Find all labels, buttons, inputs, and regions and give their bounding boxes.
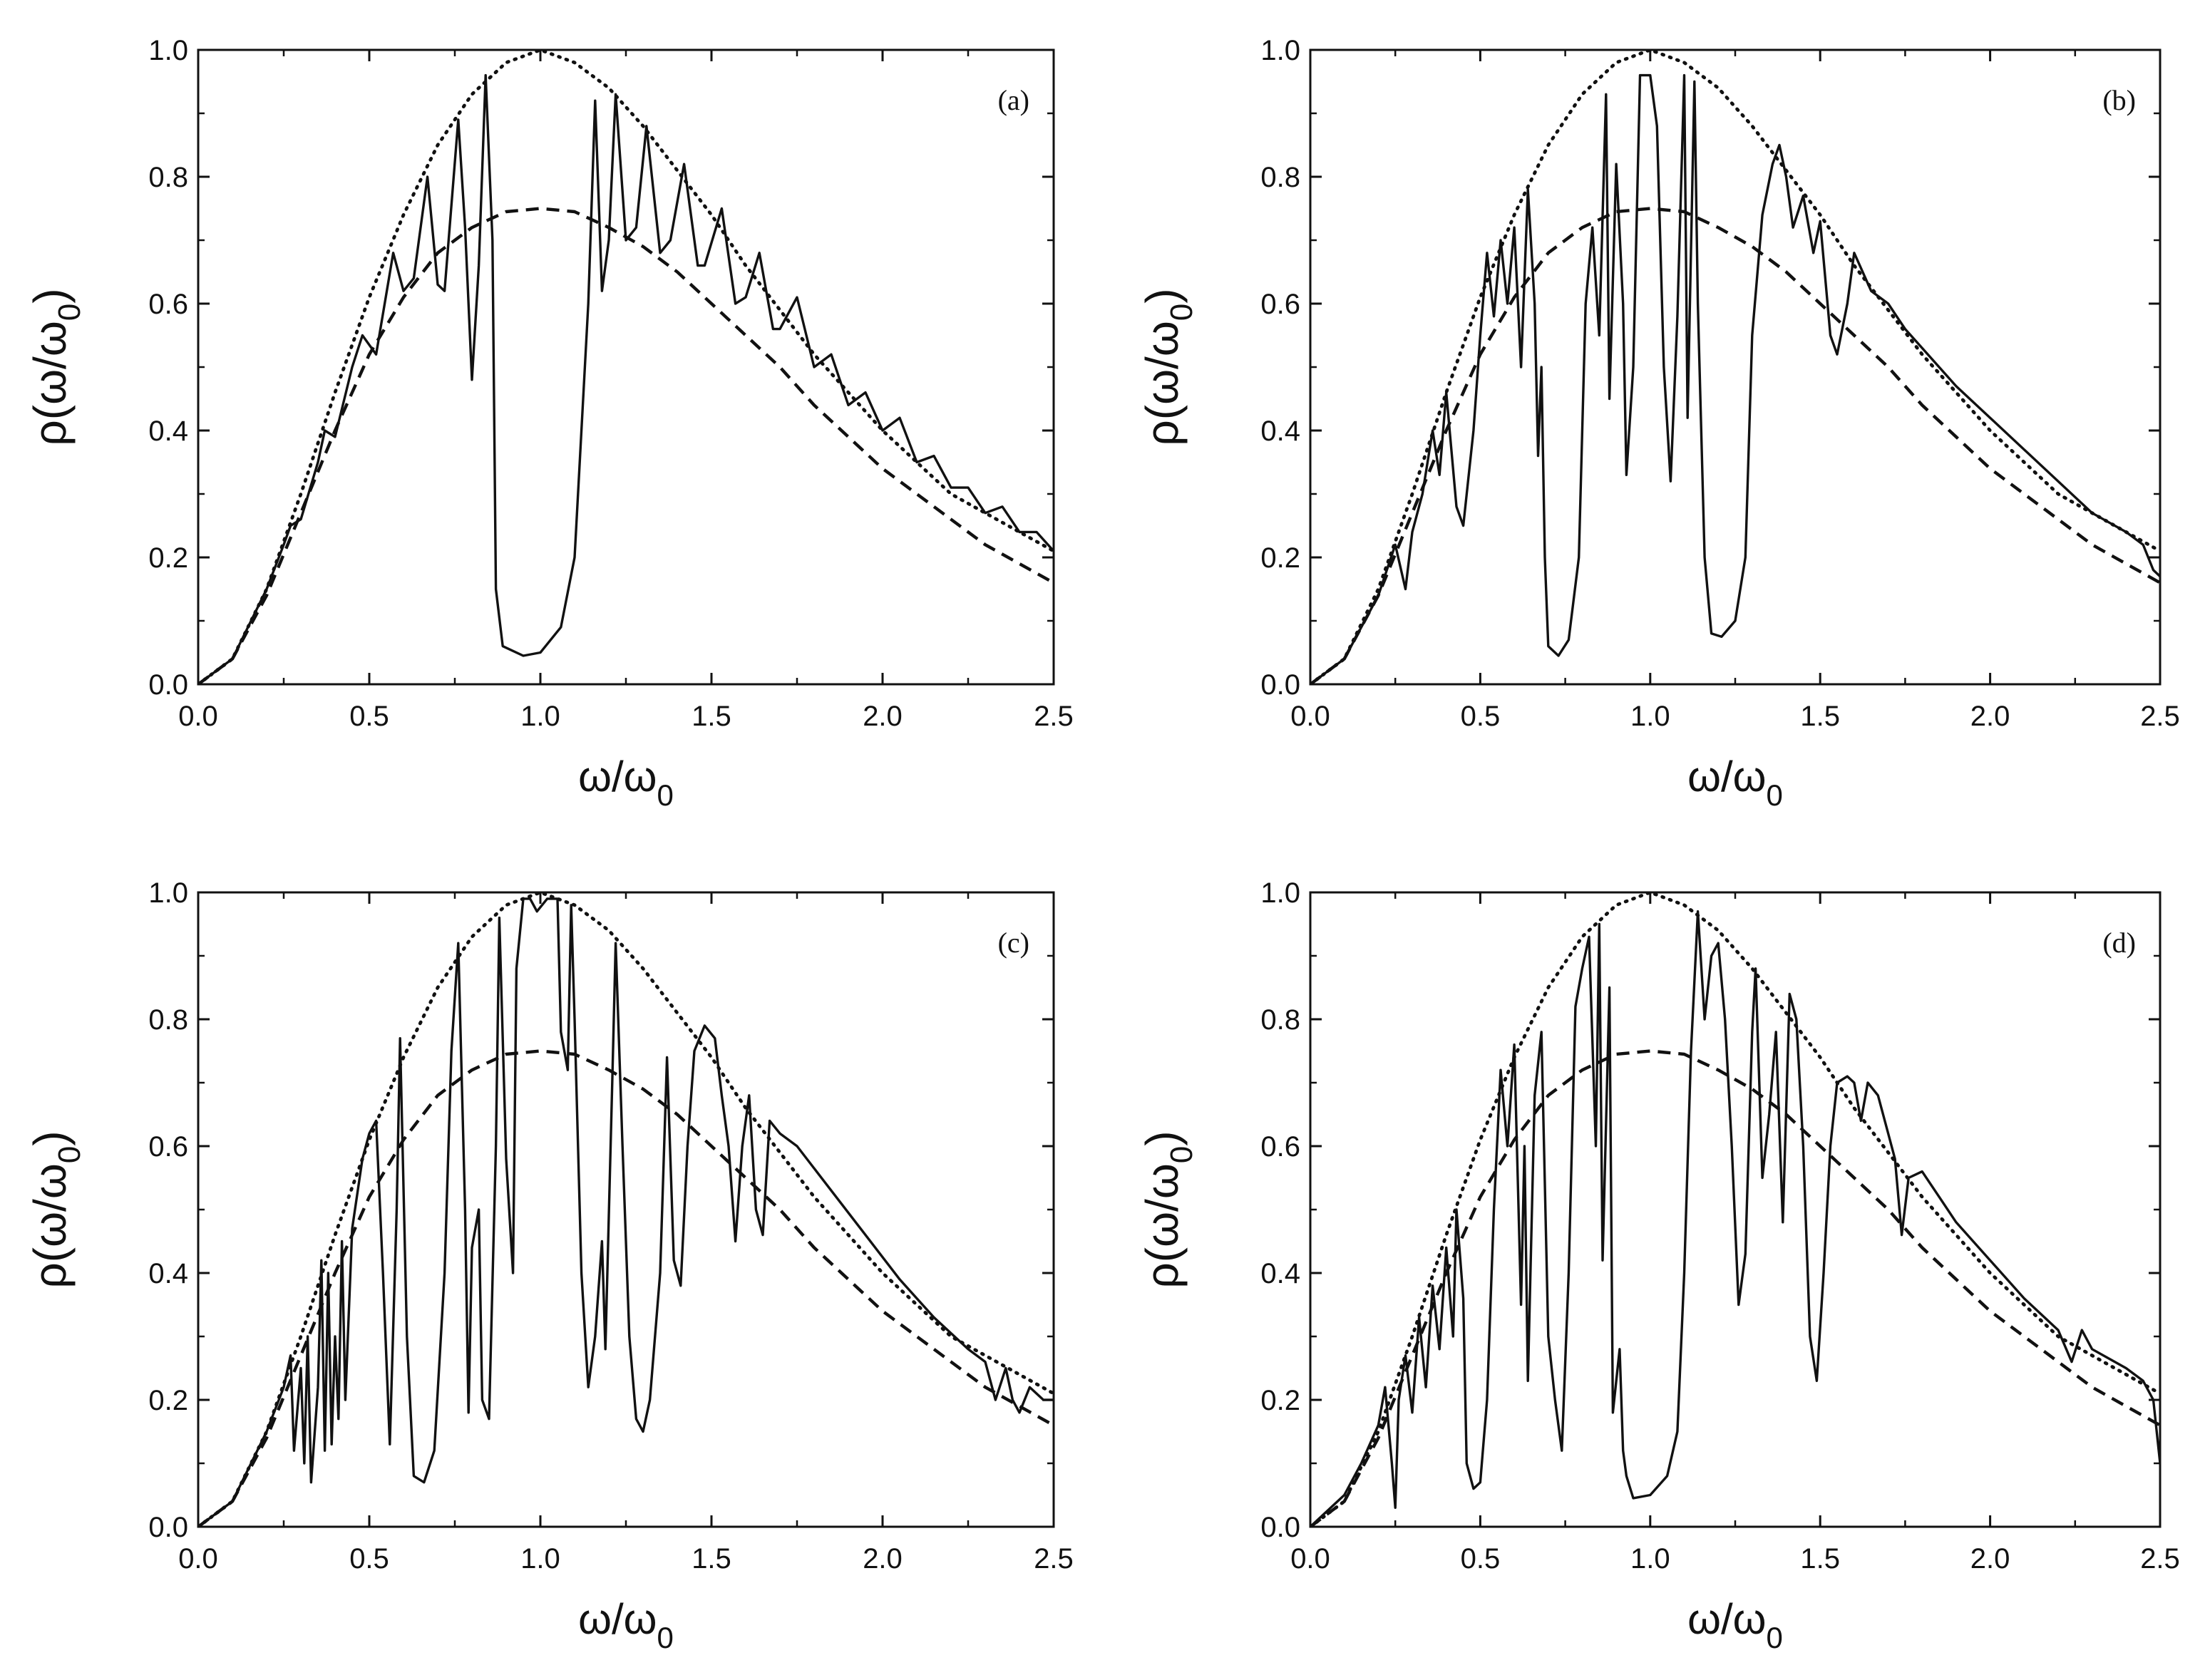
x-axis-label: ω/ω0 [578,1595,674,1654]
chart-panel-a: 0.0 0.5 1.0 1.5 2.0 2.5 0.0 0.2 0.4 0.6 0.8 1.0 (a) ω… [24,35,1074,812]
y-tick-label: 0.6 [1260,1131,1300,1163]
x-tick-label: 1.0 [1630,1543,1670,1575]
series-group [198,50,1054,684]
chart-panel-b: 0.0 0.5 1.0 1.5 2.0 2.5 0.0 0.2 0.4 0.6 0.8 1.0 (b) ω… [1136,35,2180,812]
y-tick-label: 0.4 [148,416,188,447]
y-tick-label: 0.4 [1260,1258,1300,1289]
y-tick-label: 1.0 [1260,877,1300,909]
x-tick-label: 1.0 [520,701,560,732]
series-dotted-line [198,50,1054,684]
x-tick-label: 1.5 [1800,1543,1840,1575]
y-tick-label: 1.0 [148,35,188,66]
y-tick-label: 0.6 [148,289,188,320]
y-tick-label: 0.2 [148,1385,188,1416]
x-tick-label: 0.0 [178,701,218,732]
series-dashed-line [1310,1049,2160,1527]
series-dotted-line [1310,50,2160,684]
panel-tag: (b) [2102,84,2136,116]
x-tick-label: 2.5 [2140,1543,2180,1575]
y-tick-label: 1.0 [1260,35,1300,66]
x-tick-label: 0.0 [1290,701,1330,732]
y-axis-label: ρ(ω/ω0) [1136,288,1199,445]
x-tick-label: 0.5 [349,701,389,732]
x-axis-label: ω/ω0 [578,753,674,812]
x-tick-label: 0.0 [178,1543,218,1575]
x-tick-label: 1.5 [692,1543,731,1575]
y-tick-label: 0.0 [148,1512,188,1543]
x-tick-label: 1.5 [1800,701,1840,732]
panel-tag: (c) [998,927,1029,959]
x-tick-label: 0.5 [1461,1543,1501,1575]
series-group [198,892,1054,1527]
y-tick-label: 0.2 [1260,1385,1300,1416]
y-tick-label: 0.6 [1260,289,1300,320]
x-tick-label: 2.0 [863,1543,903,1575]
x-tick-label: 2.0 [1970,701,2010,732]
x-tick-label: 2.5 [1034,1543,1074,1575]
y-axis-label: ρ(ω/ω0) [24,288,87,445]
x-axis-label: ω/ω0 [1687,753,1783,812]
y-tick-label: 0.2 [148,542,188,574]
x-tick-label: 0.0 [1290,1543,1330,1575]
series-group [1310,892,2160,1527]
y-tick-label: 0.0 [148,669,188,701]
y-tick-label: 0.8 [1260,162,1300,193]
series-solid-line [198,73,1054,684]
series-solid-line [1310,910,2160,1527]
series-dotted-line [198,892,1054,1527]
x-tick-label: 2.5 [1034,701,1074,732]
panel-tag: (d) [2102,927,2136,959]
y-tick-label: 0.8 [148,1004,188,1036]
x-tick-label: 2.0 [1970,1543,2010,1575]
y-axis-label: ρ(ω/ω0) [1136,1130,1199,1288]
y-tick-label: 1.0 [148,877,188,909]
panels: 0.0 0.5 1.0 1.5 2.0 2.5 0.0 0.2 0.4 0.6 0.8 1.0 (a) ω… [24,35,2180,1654]
x-tick-label: 0.5 [349,1543,389,1575]
y-tick-label: 0.8 [148,162,188,193]
series-solid-line [1310,73,2160,684]
chart-panel-d: 0.0 0.5 1.0 1.5 2.0 2.5 0.0 0.2 0.4 0.6 0.8 1.0 (d) ω… [1136,877,2180,1654]
x-tick-label: 1.0 [1630,701,1670,732]
x-tick-label: 2.0 [863,701,903,732]
x-tick-label: 2.5 [2140,701,2180,732]
y-tick-label: 0.4 [148,1258,188,1289]
series-dotted-line [1310,892,2160,1527]
y-axis-label: ρ(ω/ω0) [24,1130,87,1288]
x-tick-label: 1.5 [692,701,731,732]
series-group [1310,50,2160,684]
panel-tag: (a) [998,84,1029,116]
y-tick-label: 0.8 [1260,1004,1300,1036]
series-dashed-line [198,1049,1054,1527]
x-tick-label: 0.5 [1461,701,1501,732]
series-dashed-line [1310,207,2160,684]
series-solid-line [198,897,1054,1527]
y-tick-label: 0.0 [1260,669,1300,701]
y-tick-label: 0.2 [1260,542,1300,574]
y-tick-label: 0.4 [1260,416,1300,447]
x-tick-label: 1.0 [520,1543,560,1575]
y-tick-label: 0.0 [1260,1512,1300,1543]
x-axis-label: ω/ω0 [1687,1595,1783,1654]
chart-panel-c: 0.0 0.5 1.0 1.5 2.0 2.5 0.0 0.2 0.4 0.6 0.8 1.0 (c) ω… [24,877,1074,1654]
y-tick-label: 0.6 [148,1131,188,1163]
